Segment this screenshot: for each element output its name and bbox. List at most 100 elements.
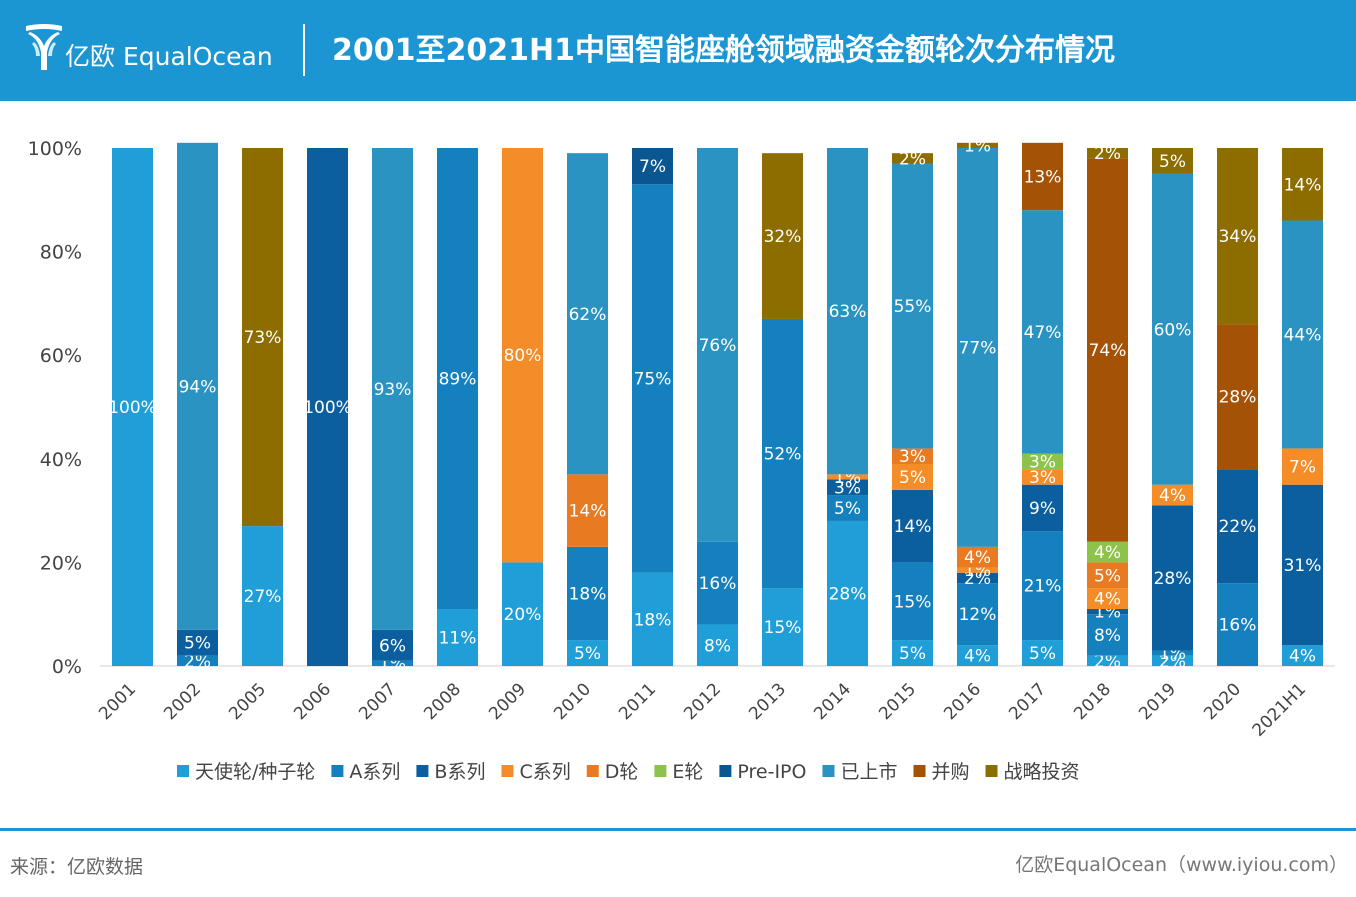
page-title: 2001至2021H1中国智能座舱领域融资金额轮次分布情况 bbox=[332, 33, 1115, 68]
bar-segment bbox=[502, 148, 543, 563]
data-label: 14% bbox=[894, 517, 932, 537]
data-label: 2% bbox=[964, 569, 991, 589]
data-label: 100% bbox=[303, 398, 352, 418]
bar-segment bbox=[567, 474, 608, 547]
bar-segment bbox=[892, 562, 933, 641]
bar-segment bbox=[957, 583, 998, 646]
data-label: 5% bbox=[1159, 152, 1186, 172]
data-label: 77% bbox=[959, 338, 997, 358]
data-label: 3% bbox=[899, 447, 926, 467]
bar-segment bbox=[1152, 173, 1193, 485]
data-label: 22% bbox=[1219, 517, 1257, 537]
data-label: 2% bbox=[1094, 652, 1121, 672]
legend-label: E轮 bbox=[672, 761, 703, 783]
x-tick-label: 2009 bbox=[485, 679, 530, 724]
credit-note: 亿欧EqualOcean（www.iyiou.com） bbox=[1015, 854, 1348, 876]
x-tick-label: 2020 bbox=[1200, 679, 1245, 724]
data-label: 15% bbox=[764, 618, 802, 638]
bar-segment bbox=[892, 640, 933, 666]
stacked-bar-chart: 0%20%40%60%80%100%100%20012%5%94%200227%… bbox=[28, 136, 1335, 783]
legend-label: 并购 bbox=[932, 761, 970, 783]
data-label: 8% bbox=[1094, 626, 1121, 646]
legend-swatch bbox=[985, 765, 998, 777]
bar-segment bbox=[177, 142, 218, 630]
bar-segment bbox=[372, 629, 413, 661]
data-label: 1% bbox=[964, 136, 991, 156]
data-label: 4% bbox=[964, 548, 991, 568]
x-tick-label: 2017 bbox=[1005, 679, 1050, 724]
bar-segment bbox=[1282, 220, 1323, 449]
x-tick-label: 2015 bbox=[875, 679, 920, 724]
bar-segment bbox=[1217, 469, 1258, 584]
bar-segment bbox=[1022, 453, 1063, 470]
data-label: 2% bbox=[184, 652, 211, 672]
data-label: 2% bbox=[899, 149, 926, 169]
bar-segment bbox=[1087, 148, 1128, 159]
data-label: 21% bbox=[1024, 577, 1062, 597]
legend-swatch bbox=[331, 765, 344, 777]
bar-segment bbox=[957, 645, 998, 666]
bar-segment bbox=[1087, 655, 1128, 666]
legend-swatch bbox=[822, 765, 835, 777]
data-label: 63% bbox=[829, 302, 867, 322]
x-tick-label: 2018 bbox=[1070, 679, 1115, 724]
data-label: 52% bbox=[764, 445, 802, 465]
bar-segment bbox=[697, 624, 738, 666]
bar-segment bbox=[437, 148, 478, 610]
x-tick-label: 2011 bbox=[615, 679, 660, 724]
data-label: 14% bbox=[569, 502, 607, 522]
legend-label: 已上市 bbox=[840, 761, 897, 783]
bar-segment bbox=[957, 148, 998, 547]
data-label: 55% bbox=[894, 297, 932, 317]
data-label: 13% bbox=[1024, 167, 1062, 187]
y-tick-label: 80% bbox=[40, 242, 82, 264]
header-divider bbox=[303, 24, 305, 76]
data-label: 34% bbox=[1219, 227, 1257, 247]
legend-label: D轮 bbox=[605, 761, 639, 783]
data-label: 8% bbox=[704, 636, 731, 656]
bar-segment bbox=[1087, 158, 1128, 542]
bar-segment bbox=[372, 148, 413, 630]
bar-segment bbox=[242, 526, 283, 666]
legend-label: B系列 bbox=[434, 761, 485, 783]
legend-label: Pre-IPO bbox=[737, 761, 806, 783]
bar-segment bbox=[1217, 324, 1258, 470]
x-tick-label: 2019 bbox=[1135, 679, 1180, 724]
x-tick-label: 2008 bbox=[420, 679, 465, 724]
bar-segment bbox=[827, 495, 868, 521]
bar-segment bbox=[502, 562, 543, 666]
legend-swatch bbox=[416, 765, 429, 777]
data-label: 3% bbox=[1029, 452, 1056, 472]
data-label: 32% bbox=[764, 227, 802, 247]
data-label: 2% bbox=[1159, 652, 1186, 672]
bar-segment bbox=[242, 148, 283, 527]
legend-swatch bbox=[586, 765, 599, 777]
data-label: 5% bbox=[1029, 644, 1056, 664]
data-label: 80% bbox=[504, 346, 542, 366]
brand-name: 亿欧 EqualOcean bbox=[65, 42, 273, 71]
bar-segment bbox=[1087, 609, 1128, 615]
bar-segment bbox=[632, 184, 673, 573]
legend-label: A系列 bbox=[349, 761, 400, 783]
bar-segment bbox=[827, 148, 868, 475]
bar-segment bbox=[892, 163, 933, 449]
bar-segment bbox=[827, 520, 868, 666]
legend-swatch bbox=[719, 765, 732, 777]
bar-segment bbox=[112, 148, 153, 666]
bar-segment bbox=[827, 474, 868, 480]
data-label: 5% bbox=[834, 499, 861, 519]
data-label: 2% bbox=[1094, 144, 1121, 164]
bar-segment bbox=[1152, 148, 1193, 174]
data-label: 93% bbox=[374, 380, 412, 400]
data-label: 4% bbox=[1094, 590, 1121, 610]
bar-segment bbox=[1022, 210, 1063, 454]
bar-segment bbox=[1087, 541, 1128, 563]
bar-segment bbox=[1152, 505, 1193, 651]
data-label: 12% bbox=[959, 605, 997, 625]
x-tick-label: 2005 bbox=[225, 679, 270, 724]
bar-segment bbox=[1282, 148, 1323, 221]
x-tick-label: 2010 bbox=[550, 679, 595, 724]
data-label: 14% bbox=[1284, 175, 1322, 195]
data-label: 20% bbox=[504, 605, 542, 625]
legend-swatch bbox=[177, 765, 189, 777]
